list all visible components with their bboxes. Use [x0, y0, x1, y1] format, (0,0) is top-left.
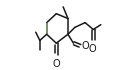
Text: O: O: [52, 59, 60, 69]
Text: O: O: [89, 44, 96, 54]
Text: O: O: [82, 41, 89, 51]
